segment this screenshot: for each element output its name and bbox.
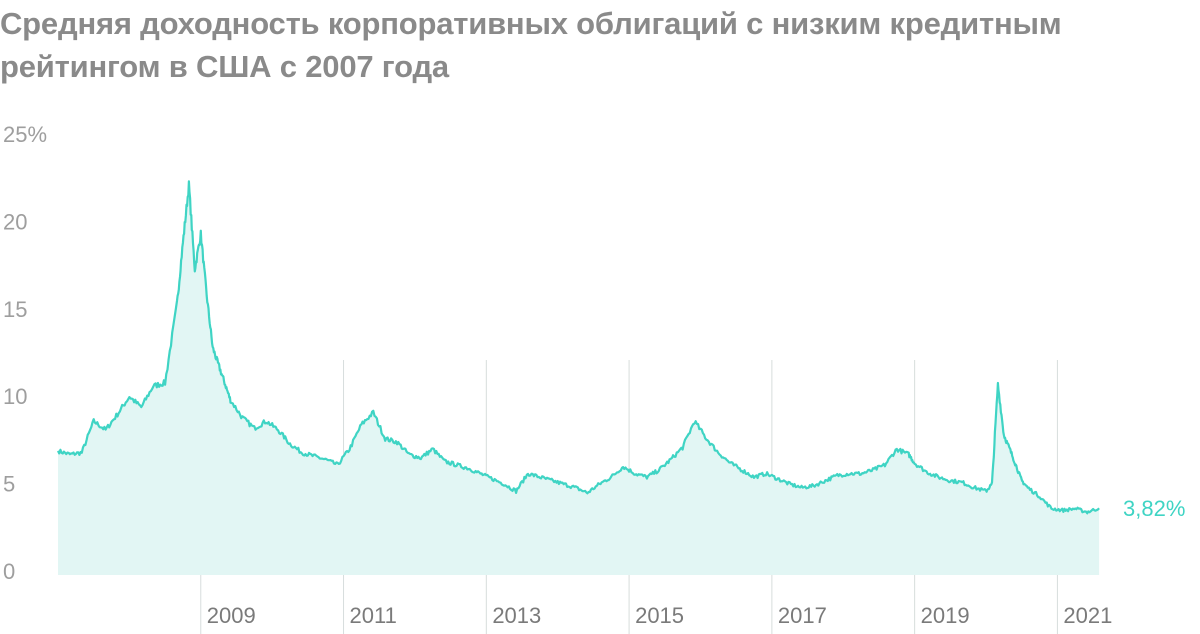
- x-tick-label: 2011: [350, 603, 397, 628]
- chart-title: Средняя доходность корпоративных облигац…: [0, 6, 1062, 84]
- y-axis-ticks: 0 5 10 15 20 25%: [3, 122, 47, 584]
- last-value-label: 3,82%: [1123, 496, 1185, 521]
- x-tick-label: 2019: [921, 603, 970, 628]
- y-tick-label: 25%: [3, 122, 47, 147]
- yield-line: [57, 180, 1100, 515]
- x-tick-label: 2009: [207, 603, 256, 628]
- y-tick-label: 10: [3, 384, 27, 409]
- y-tick-label: 0: [3, 559, 15, 584]
- yield-area-fill: [58, 181, 1100, 575]
- x-tick-label: 2017: [778, 603, 827, 628]
- x-tick-label: 2013: [492, 603, 541, 628]
- x-tick-label: 2015: [635, 603, 684, 628]
- y-tick-label: 20: [3, 209, 27, 234]
- y-tick-label: 15: [3, 297, 27, 322]
- x-axis-ticks: 2009 2011 2013 2015 2017 2019 2021: [207, 603, 1113, 628]
- x-tick-label: 2021: [1063, 603, 1112, 628]
- y-tick-label: 5: [3, 472, 15, 497]
